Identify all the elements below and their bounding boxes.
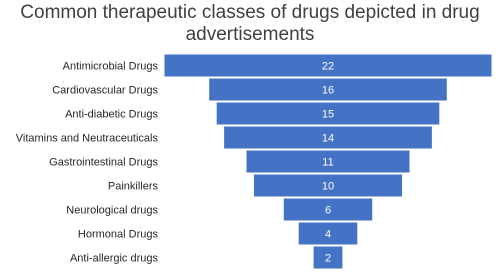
funnel-bar	[215, 101, 441, 126]
category-label: Vitamins and Neutraceuticals	[16, 132, 159, 144]
category-label: Antimicrobial Drugs	[63, 60, 159, 72]
data-label: 6	[325, 204, 331, 216]
data-label: 2	[325, 252, 331, 264]
category-label: Cardiovascular Drugs	[52, 84, 158, 96]
data-label: 10	[322, 180, 334, 192]
funnel-bar	[208, 77, 448, 102]
category-label: Hormonal Drugs	[78, 228, 159, 240]
data-label: 15	[322, 108, 334, 120]
data-label: 14	[322, 132, 334, 144]
funnel-bar	[163, 53, 493, 78]
funnel-bar	[223, 125, 433, 150]
funnel-bar	[245, 149, 411, 174]
funnel-bar	[297, 221, 359, 246]
category-label: Anti-allergic drugs	[70, 252, 159, 264]
category-label: Anti-diabetic Drugs	[65, 108, 158, 120]
chart-title: Common therapeutic classes of drugs depi…	[20, 2, 480, 45]
data-label: 4	[325, 228, 331, 240]
funnel-bar	[282, 197, 374, 222]
data-label: 11	[322, 156, 333, 168]
data-label: 16	[322, 84, 334, 96]
category-label: Neurological drugs	[66, 204, 158, 216]
category-label: Painkillers	[108, 180, 159, 192]
category-label: Gastrointestinal Drugs	[49, 156, 158, 168]
funnel-bar	[312, 245, 344, 270]
data-label: 22	[322, 60, 334, 72]
funnel-bar	[252, 173, 404, 198]
